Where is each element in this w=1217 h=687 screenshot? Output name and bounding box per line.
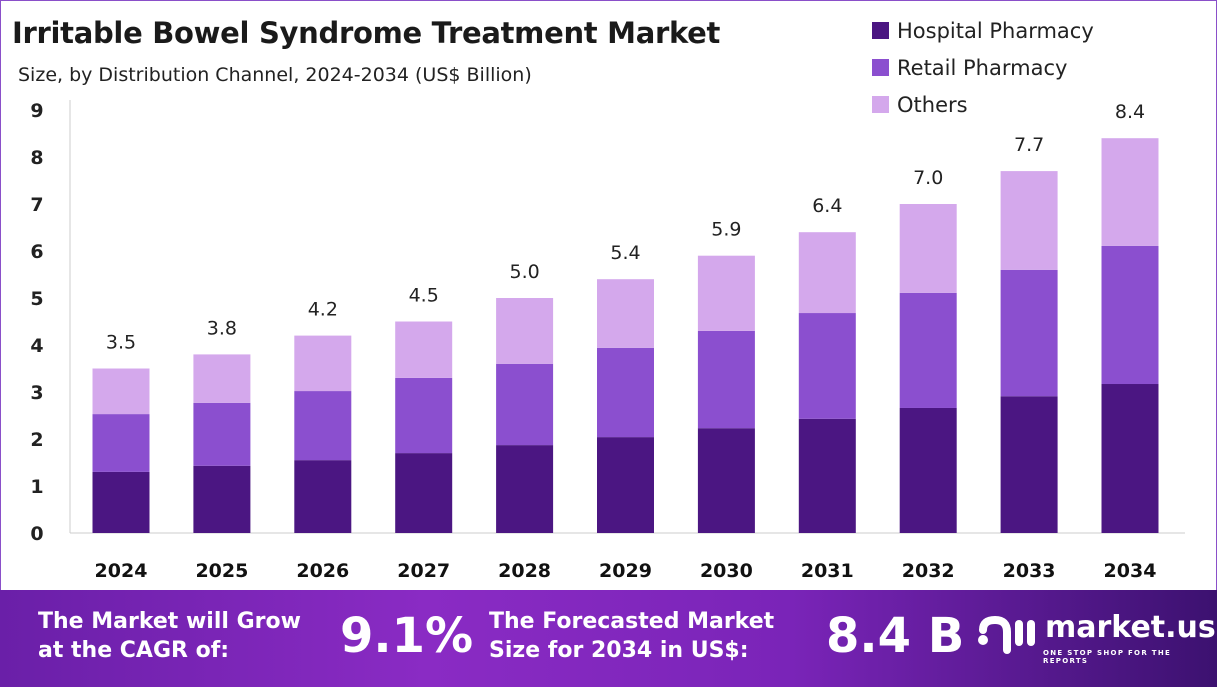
bar-segment-hospital-pharmacy (899, 407, 957, 533)
bar-segment-others (496, 298, 554, 364)
x-tick-label: 2029 (599, 560, 652, 582)
x-tick-label: 2027 (397, 560, 450, 582)
bar-segment-hospital-pharmacy (597, 437, 654, 533)
bar-segment-retail-pharmacy (899, 292, 957, 408)
bar-segment-hospital-pharmacy (294, 460, 352, 533)
x-tick-label: 2026 (296, 560, 349, 582)
bar-segment-hospital-pharmacy (1101, 384, 1159, 533)
bar-segment-hospital-pharmacy (193, 465, 251, 533)
total-label: 4.5 (409, 285, 439, 307)
chart-subtitle: Size, by Distribution Channel, 2024-2034… (18, 64, 532, 86)
bar-segment-hospital-pharmacy (395, 453, 453, 533)
bar-segment-retail-pharmacy (1101, 245, 1159, 385)
bar-segment-hospital-pharmacy (798, 418, 856, 533)
cagr-label: The Market will Grow at the CAGR of: (38, 609, 301, 663)
x-tick-label: 2032 (902, 560, 955, 582)
bar-segment-retail-pharmacy (697, 330, 755, 429)
bar-segment-hospital-pharmacy (697, 428, 755, 533)
total-label: 5.0 (509, 261, 539, 283)
bar-segment-hospital-pharmacy (1000, 396, 1058, 533)
legend: Hospital Pharmacy Retail Pharmacy Others (872, 12, 1094, 123)
market-us-logo: market.us ONE STOP SHOP FOR THE REPORTS (975, 610, 1216, 670)
bar-segment-others (1101, 138, 1159, 246)
forecast-value: 8.4 B (826, 608, 965, 664)
bar-segment-retail-pharmacy (496, 363, 554, 446)
summary-banner: The Market will Grow at the CAGR of: 9.1… (0, 590, 1217, 687)
total-label: 7.0 (913, 167, 943, 189)
legend-swatch (872, 59, 889, 76)
bar-segment-retail-pharmacy (597, 347, 654, 438)
y-tick-label: 6 (30, 241, 43, 263)
x-tick-label: 2034 (1104, 560, 1157, 582)
bar-segment-retail-pharmacy (1000, 269, 1058, 397)
bar-segment-retail-pharmacy (92, 414, 150, 472)
x-tick-label: 2024 (95, 560, 148, 582)
logo-name: market.us (1045, 610, 1216, 645)
y-tick-label: 5 (30, 288, 43, 310)
legend-swatch (872, 22, 889, 39)
y-tick-label: 7 (30, 194, 43, 216)
total-label: 4.2 (308, 299, 338, 321)
bar-segment-retail-pharmacy (294, 391, 352, 461)
forecast-label: The Forecasted Market Size for 2034 in U… (489, 609, 775, 663)
total-label: 5.4 (610, 242, 640, 264)
stacked-bar-chart: 0 1 2 3 4 5 6 7 8 9 3.5 2024 3.8 2025 4.2 2026 4.5 2027 5.… (30, 100, 1185, 582)
y-tick-label: 9 (30, 100, 43, 122)
total-label: 3.5 (106, 332, 136, 354)
y-tick-label: 0 (30, 523, 43, 545)
y-tick-label: 3 (30, 382, 43, 404)
bar-segment-retail-pharmacy (798, 313, 856, 419)
legend-item-others: Others (872, 86, 1094, 123)
legend-label: Retail Pharmacy (897, 55, 1068, 80)
bar-segment-others (899, 204, 957, 293)
bar-segment-hospital-pharmacy (92, 471, 150, 533)
x-tick-label: 2025 (195, 560, 248, 582)
bar-segment-hospital-pharmacy (496, 445, 554, 533)
x-tick-label: 2030 (700, 560, 753, 582)
bar-segment-others (92, 368, 150, 415)
y-tick-label: 8 (30, 147, 43, 169)
cagr-value: 9.1% (340, 608, 474, 664)
bar-segment-others (697, 255, 755, 331)
bar-segment-others (798, 232, 856, 314)
bar-segment-retail-pharmacy (395, 377, 453, 454)
total-label: 3.8 (207, 317, 237, 339)
bar-segment-others (395, 321, 453, 378)
bar-segment-others (294, 335, 352, 392)
y-tick-label: 2 (30, 429, 43, 451)
total-label: 6.4 (812, 195, 842, 217)
legend-item-retail: Retail Pharmacy (872, 49, 1094, 86)
y-tick-label: 4 (30, 335, 43, 357)
total-label: 5.9 (711, 219, 741, 241)
logo-tagline: ONE STOP SHOP FOR THE REPORTS (1043, 649, 1172, 665)
total-label: 7.7 (1014, 134, 1044, 156)
x-tick-label: 2033 (1003, 560, 1056, 582)
legend-label: Hospital Pharmacy (897, 18, 1094, 43)
total-label: 8.4 (1115, 101, 1145, 123)
bar-segment-others (1000, 171, 1058, 270)
bar-segment-others (597, 279, 654, 348)
legend-label: Others (897, 92, 968, 117)
x-tick-label: 2031 (801, 560, 854, 582)
legend-swatch (872, 96, 889, 113)
chart-title: Irritable Bowel Syndrome Treatment Marke… (12, 16, 721, 50)
bar-segment-others (193, 354, 251, 403)
bar-segment-retail-pharmacy (193, 402, 251, 466)
y-tick-label: 1 (30, 476, 43, 498)
logo-icon (978, 615, 1035, 654)
legend-item-hospital: Hospital Pharmacy (872, 12, 1094, 49)
x-tick-label: 2028 (498, 560, 551, 582)
